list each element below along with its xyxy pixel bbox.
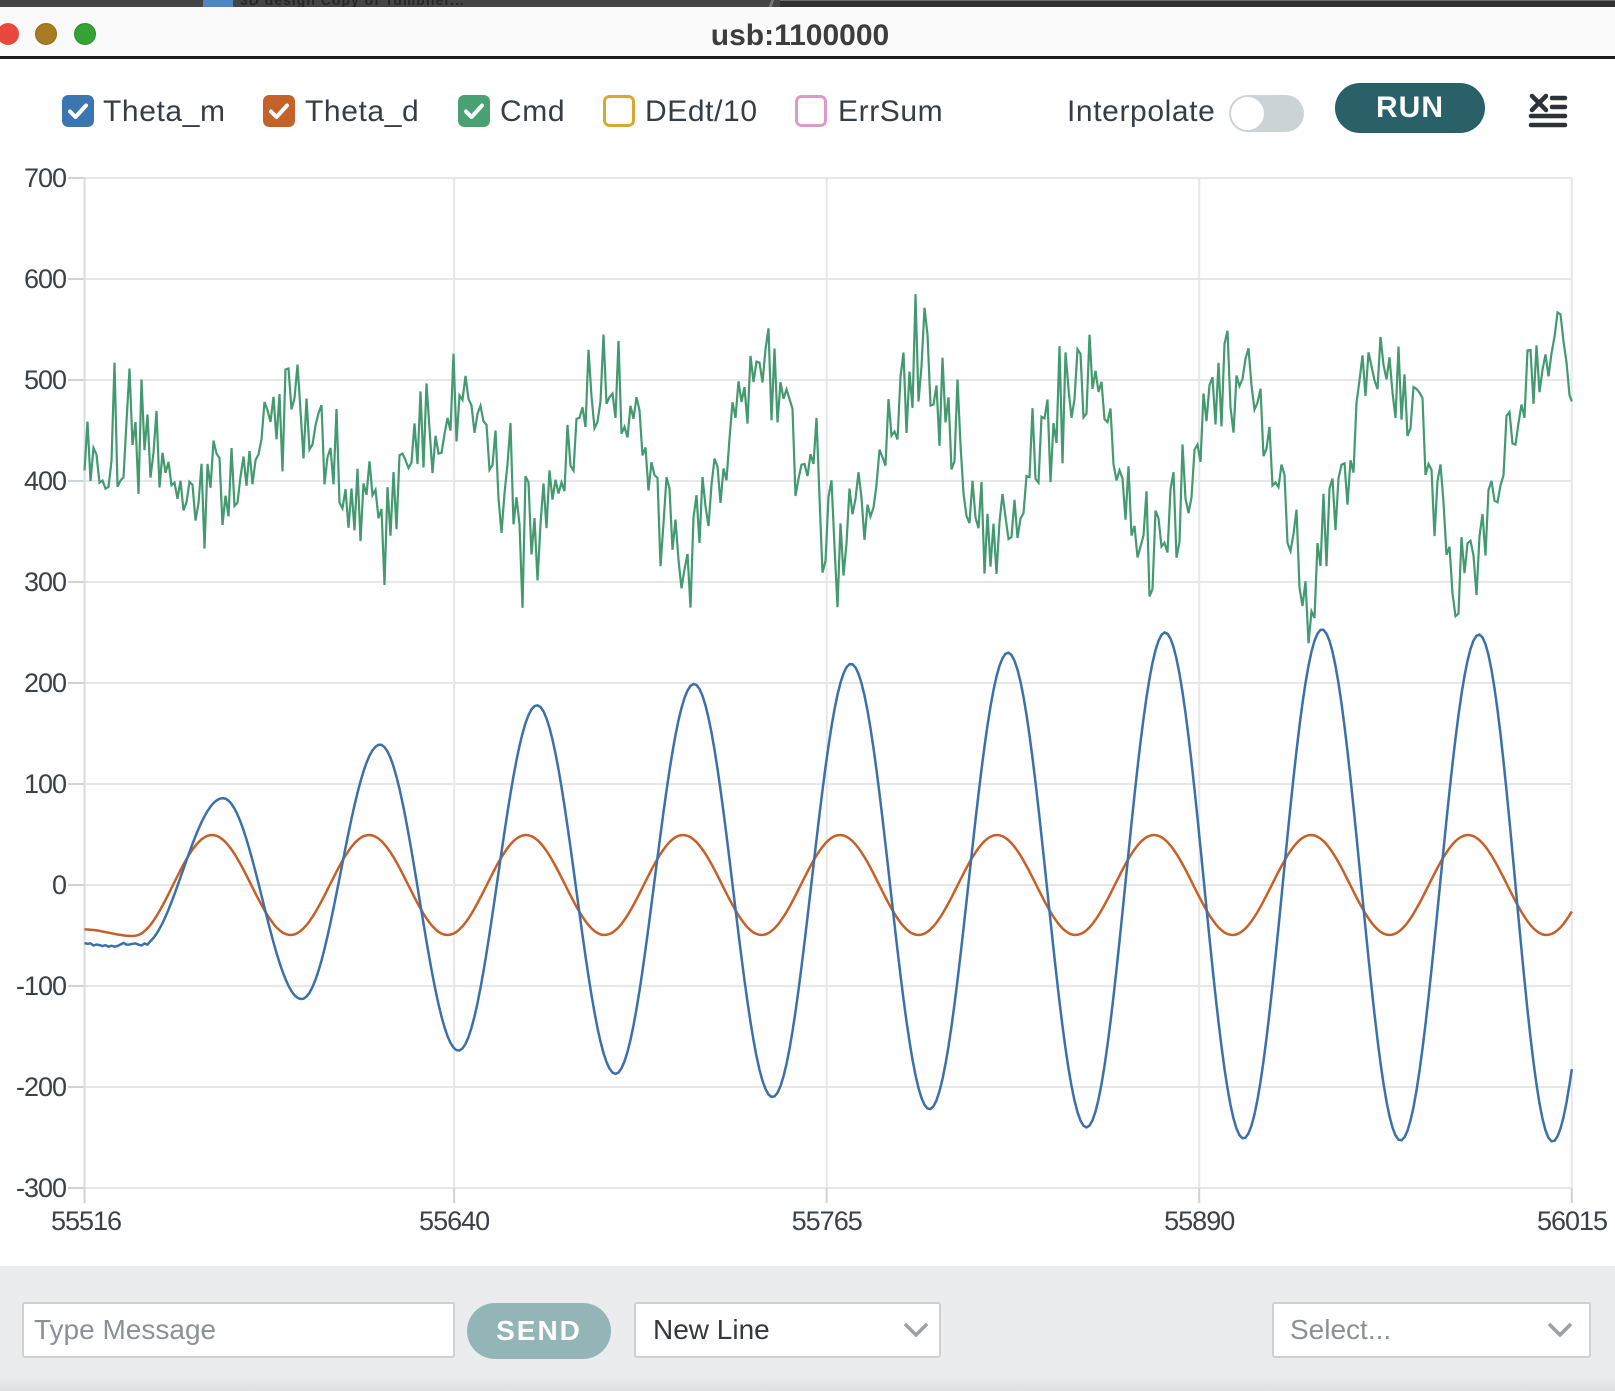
svg-text:55640: 55640 [419,1206,489,1236]
svg-text:55765: 55765 [792,1206,862,1236]
svg-text:0: 0 [52,870,66,900]
svg-text:-200: -200 [16,1072,66,1102]
svg-text:600: 600 [24,264,66,294]
svg-text:-300: -300 [16,1173,66,1203]
svg-text:100: 100 [24,769,66,799]
svg-text:700: 700 [24,163,66,193]
svg-text:300: 300 [24,567,66,597]
svg-text:55516: 55516 [51,1206,121,1236]
svg-text:56015: 56015 [1537,1206,1607,1236]
svg-text:500: 500 [24,365,66,395]
svg-text:200: 200 [24,668,66,698]
svg-text:55890: 55890 [1164,1206,1234,1236]
svg-text:400: 400 [24,466,66,496]
svg-text:-100: -100 [16,971,66,1001]
